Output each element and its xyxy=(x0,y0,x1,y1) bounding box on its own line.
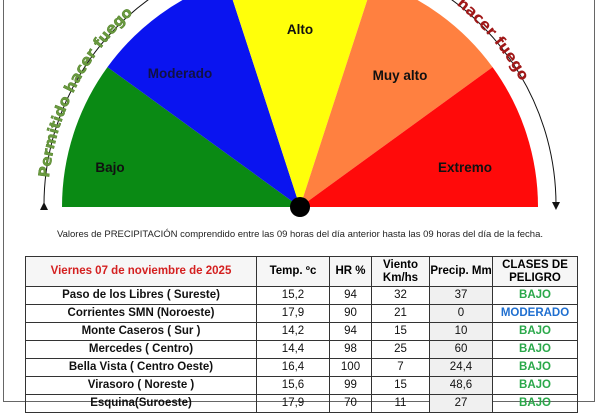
precip-cell: 10 xyxy=(429,322,493,341)
danger-class-cell: BAJO xyxy=(492,376,578,395)
gauge-sector-moderado xyxy=(107,0,300,207)
gauge-sector-muy-alto xyxy=(300,0,493,207)
hr-cell: 94 xyxy=(329,322,372,341)
station-cell: Monte Caseros ( Sur ) xyxy=(25,322,257,341)
hr-cell: 94 xyxy=(329,286,372,305)
danger-class-cell: BAJO xyxy=(492,286,578,305)
right-arc-arrow xyxy=(451,0,561,210)
station-cell: Esquina(Suroeste) xyxy=(25,394,257,413)
gauge-sector-extremo xyxy=(300,67,538,207)
hr-cell: 70 xyxy=(329,394,372,413)
precip-header: Precip. Mm xyxy=(429,256,493,287)
gauge-label-moderado: Moderado xyxy=(148,66,213,81)
wind-cell: 7 xyxy=(371,358,430,377)
table-header-row: Viernes 07 de noviembre de 2025 Temp. ºc… xyxy=(25,256,578,287)
gauge-label-extremo: Extremo xyxy=(438,160,492,175)
danger-class-cell: MODERADO xyxy=(492,304,578,323)
table-row: Corrientes SMN (Noroeste) 17,9 90 21 0 MODERA… xyxy=(25,304,578,323)
date-header: Viernes 07 de noviembre de 2025 xyxy=(25,256,257,287)
temp-cell: 16,4 xyxy=(256,358,330,377)
danger-class-cell: BAJO xyxy=(492,322,578,341)
precipitation-note: Valores de PRECIPITACIÓN comprendido ent… xyxy=(57,229,543,240)
table-row: Bella Vista ( Centro Oeste) 16,4 100 7 24,4 B… xyxy=(25,358,578,377)
hr-cell: 90 xyxy=(329,304,372,323)
left-arc-arrow xyxy=(40,0,149,211)
gauge-label-alto: Alto xyxy=(287,22,313,37)
station-cell: Paso de los Libres ( Sureste) xyxy=(25,286,257,305)
station-cell: Mercedes ( Centro) xyxy=(25,340,257,359)
precip-cell: 48,6 xyxy=(429,376,493,395)
station-cell: Virasoro ( Noreste ) xyxy=(25,376,257,395)
table-row: Esquina(Suroeste) 17,9 70 11 27 BAJO xyxy=(25,394,578,413)
table-row: Monte Caseros ( Sur ) 14,2 94 15 10 BAJO xyxy=(25,322,578,341)
temp-cell: 14,2 xyxy=(256,322,330,341)
hr-cell: 99 xyxy=(329,376,372,395)
hr-cell: 98 xyxy=(329,340,372,359)
wind-cell: 11 xyxy=(371,394,430,413)
temp-cell: 15,6 xyxy=(256,376,330,395)
temp-cell: 17,9 xyxy=(256,394,330,413)
danger-class-cell: BAJO xyxy=(492,394,578,413)
wind-cell: 25 xyxy=(371,340,430,359)
wind-header: Viento Km/hs xyxy=(371,256,430,287)
gauge-label-muy-alto: Muy alto xyxy=(373,68,428,83)
temp-cell: 15,2 xyxy=(256,286,330,305)
hr-cell: 100 xyxy=(329,358,372,377)
temp-cell: 14,4 xyxy=(256,340,330,359)
hr-header: HR % xyxy=(329,256,372,287)
wind-cell: 15 xyxy=(371,376,430,395)
table-row: Mercedes ( Centro) 14,4 98 25 60 BAJO xyxy=(25,340,578,359)
precip-cell: 0 xyxy=(429,304,493,323)
danger-class-cell: BAJO xyxy=(492,340,578,359)
wind-cell: 21 xyxy=(371,304,430,323)
precip-cell: 24,4 xyxy=(429,358,493,377)
wind-cell: 32 xyxy=(371,286,430,305)
precip-cell: 27 xyxy=(429,394,493,413)
gauge-pivot xyxy=(290,197,310,217)
temp-cell: 17,9 xyxy=(256,304,330,323)
table-row: Paso de los Libres ( Sureste) 15,2 94 32 37 B… xyxy=(25,286,578,305)
station-cell: Bella Vista ( Centro Oeste) xyxy=(25,358,257,377)
gauge-label-bajo: Bajo xyxy=(95,160,124,175)
precip-cell: 60 xyxy=(429,340,493,359)
station-cell: Corrientes SMN (Noroeste) xyxy=(25,304,257,323)
temp-header: Temp. ºc xyxy=(256,256,330,287)
wind-cell: 15 xyxy=(371,322,430,341)
fire-danger-table: Viernes 07 de noviembre de 2025 Temp. ºc… xyxy=(25,256,578,413)
fire-danger-gauge: Permitido hacer fuego do hacer fuego Baj… xyxy=(35,0,561,217)
danger-class-header: CLASES DE PELIGRO xyxy=(492,256,578,287)
gauge-sector-alto xyxy=(232,0,368,207)
precip-cell: 37 xyxy=(429,286,493,305)
danger-class-cell: BAJO xyxy=(492,358,578,377)
gauge-sector-bajo xyxy=(62,67,300,207)
table-row: Virasoro ( Noreste ) 15,6 99 15 48,6 BAJO xyxy=(25,376,578,395)
